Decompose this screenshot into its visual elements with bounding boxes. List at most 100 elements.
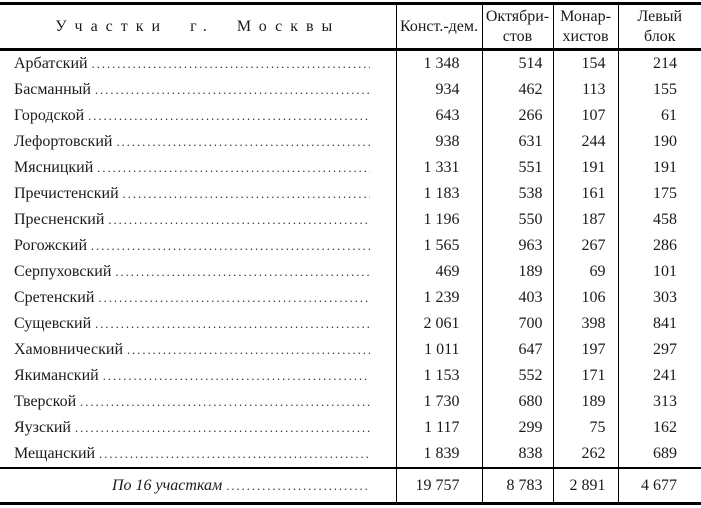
total-value-octobrists: 8 783 (481, 467, 553, 504)
cell-value-left-bloc: 313 (617, 389, 701, 415)
cell-value-octobrists: 462 (481, 77, 553, 103)
cell-value-kadets: 1 153 (395, 363, 482, 389)
district-name-cell: Якиманский .............................… (0, 363, 396, 389)
cell-value-kadets: 938 (395, 129, 482, 155)
cell-value-kadets: 1 348 (395, 49, 482, 77)
dot-leader: ........................................… (94, 83, 370, 97)
cell-value-octobrists: 838 (481, 441, 553, 468)
cell-value-monarchists: 75 (552, 415, 618, 441)
cell-value-kadets: 1 011 (395, 337, 482, 363)
cell-value-monarchists: 197 (552, 337, 618, 363)
cell-value-kadets: 469 (395, 259, 482, 285)
totals-label-cell: По 16 участкам .........................… (0, 467, 396, 504)
cell-value-monarchists: 191 (552, 155, 618, 181)
cell-value-kadets: 643 (395, 103, 482, 129)
totals-row: По 16 участкам .........................… (0, 467, 701, 504)
cell-value-octobrists: 550 (481, 207, 553, 233)
cell-value-octobrists: 551 (481, 155, 553, 181)
dot-leader: ........................................… (75, 421, 370, 435)
district-name-cell: Тверской ...............................… (0, 389, 396, 415)
cell-value-monarchists: 113 (552, 77, 618, 103)
dot-leader: ........................................… (226, 478, 370, 493)
table-header: Участки г. Москвы Конст.-дем. Октябри- с… (0, 3, 701, 51)
district-name-cell: Пречистенский ..........................… (0, 181, 396, 207)
district-name: Пречистенский (14, 185, 119, 202)
district-name-cell: Яузский ................................… (0, 415, 396, 441)
district-name-cell: Арбатский ..............................… (0, 50, 396, 78)
dot-leader: ........................................… (122, 187, 370, 201)
table-row: Басманный ..............................… (0, 77, 701, 103)
table-row: Пресненский ............................… (0, 207, 701, 233)
table-row: Яузский ................................… (0, 415, 701, 441)
district-name-cell: Мясницкий ..............................… (0, 155, 396, 181)
district-name: Якиманский (14, 367, 99, 384)
dot-leader: ........................................… (88, 109, 370, 123)
district-name: Тверской (14, 393, 77, 410)
dot-leader: ........................................… (116, 135, 370, 149)
cell-value-left-bloc: 61 (617, 103, 701, 129)
column-header-kadets: Конст.-дем. (395, 3, 482, 51)
cell-value-monarchists: 244 (552, 129, 618, 155)
cell-value-octobrists: 700 (481, 311, 553, 337)
cell-value-left-bloc: 155 (617, 77, 701, 103)
cell-value-left-bloc: 162 (617, 415, 701, 441)
total-value-monarchists: 2 891 (552, 467, 618, 504)
cell-value-kadets: 1 730 (395, 389, 482, 415)
cell-value-octobrists: 552 (481, 363, 553, 389)
cell-value-monarchists: 189 (552, 389, 618, 415)
district-name-cell: Сущевский ..............................… (0, 311, 396, 337)
cell-value-kadets: 1 196 (395, 207, 482, 233)
dot-leader: ........................................… (80, 395, 369, 409)
table-row: Пречистенский ..........................… (0, 181, 701, 207)
cell-value-octobrists: 680 (481, 389, 553, 415)
table-row: Мясницкий ..............................… (0, 155, 701, 181)
district-name-cell: Пресненский ............................… (0, 207, 396, 233)
dot-leader: ........................................… (115, 265, 370, 279)
cell-value-left-bloc: 841 (617, 311, 701, 337)
district-name-cell: Городской ..............................… (0, 103, 396, 129)
dot-leader: ........................................… (102, 369, 370, 383)
table-row: Мещанский ..............................… (0, 441, 701, 468)
district-name: Басманный (14, 81, 91, 98)
table-row: Сретенский .............................… (0, 285, 701, 311)
cell-value-octobrists: 299 (481, 415, 553, 441)
table-row: Лефортовский ...........................… (0, 129, 701, 155)
cell-value-monarchists: 107 (552, 103, 618, 129)
cell-value-kadets: 1 239 (395, 285, 482, 311)
cell-value-octobrists: 631 (481, 129, 553, 155)
district-name: Мясницкий (14, 159, 94, 176)
column-header-districts-label: Участки г. Москвы (55, 17, 341, 35)
column-header-left-bloc: Левый блок (617, 3, 701, 51)
cell-value-left-bloc: 175 (617, 181, 701, 207)
district-name: Арбатский (14, 55, 88, 72)
dot-leader: ........................................… (91, 239, 369, 253)
table-row: Арбатский ..............................… (0, 49, 701, 78)
cell-value-monarchists: 69 (552, 259, 618, 285)
total-value-kadets: 19 757 (395, 467, 482, 504)
table-row: Рогожский ..............................… (0, 233, 701, 259)
table-body: Арбатский ..............................… (0, 49, 701, 468)
district-name: Лефортовский (14, 133, 113, 150)
cell-value-left-bloc: 214 (617, 49, 701, 77)
district-name-cell: Мещанский ..............................… (0, 441, 396, 468)
district-name: Хамовнический (14, 341, 124, 358)
cell-value-left-bloc: 191 (617, 155, 701, 181)
district-name: Рогожский (14, 237, 88, 254)
district-name: Сретенский (14, 289, 95, 306)
column-header-districts: Участки г. Москвы (0, 3, 396, 51)
dot-leader: ........................................… (98, 291, 369, 305)
cell-value-monarchists: 398 (552, 311, 618, 337)
cell-value-left-bloc: 190 (617, 129, 701, 155)
cell-value-left-bloc: 101 (617, 259, 701, 285)
dot-leader: ........................................… (91, 57, 370, 71)
cell-value-kadets: 934 (395, 77, 482, 103)
cell-value-monarchists: 187 (552, 207, 618, 233)
cell-value-kadets: 1 117 (395, 415, 482, 441)
cell-value-kadets: 1 565 (395, 233, 482, 259)
cell-value-left-bloc: 689 (617, 441, 701, 468)
cell-value-octobrists: 647 (481, 337, 553, 363)
column-header-octobrists-label: Октябри- стов (485, 8, 550, 45)
table-row: Серпуховский ...........................… (0, 259, 701, 285)
cell-value-left-bloc: 297 (617, 337, 701, 363)
